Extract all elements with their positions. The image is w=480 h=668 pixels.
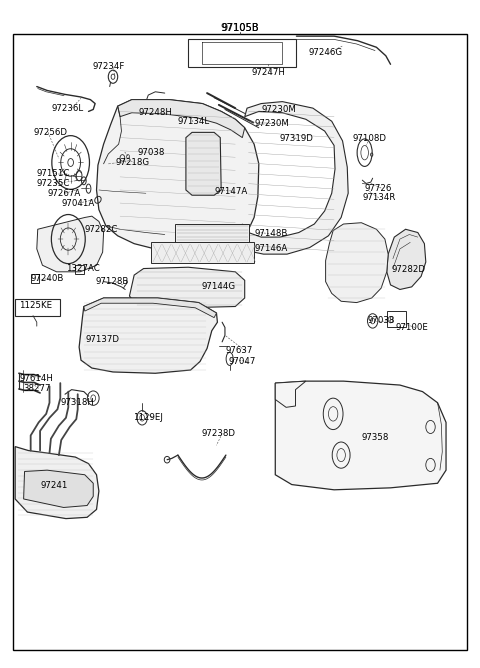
Text: 97282C: 97282C — [85, 224, 118, 234]
Text: 97146A: 97146A — [254, 244, 288, 253]
Text: 97151C: 97151C — [36, 169, 70, 178]
Text: 97267A: 97267A — [47, 189, 80, 198]
Bar — [31, 275, 39, 283]
Text: 97246G: 97246G — [308, 48, 342, 57]
Polygon shape — [275, 381, 446, 490]
Text: 97100E: 97100E — [395, 323, 428, 332]
Polygon shape — [275, 381, 306, 407]
Text: 97247H: 97247H — [252, 67, 286, 77]
Text: 1327AC: 1327AC — [66, 264, 100, 273]
Polygon shape — [15, 447, 99, 518]
Text: 97134L: 97134L — [178, 118, 210, 126]
Text: 97038: 97038 — [367, 317, 395, 325]
Text: 97137D: 97137D — [86, 335, 120, 344]
Text: 97234F: 97234F — [92, 62, 124, 71]
Text: 97148B: 97148B — [254, 229, 288, 238]
Text: 97358: 97358 — [361, 433, 389, 442]
Polygon shape — [130, 267, 245, 308]
Text: 97105B: 97105B — [221, 23, 259, 33]
Text: 97238D: 97238D — [202, 429, 235, 438]
Text: 97240B: 97240B — [31, 274, 64, 283]
Polygon shape — [37, 216, 104, 272]
Text: 97230M: 97230M — [254, 119, 289, 128]
Polygon shape — [24, 470, 93, 508]
Text: 97047: 97047 — [228, 357, 256, 366]
Bar — [15, 299, 60, 316]
Text: 97147A: 97147A — [214, 187, 247, 196]
Text: 97241: 97241 — [40, 482, 68, 490]
Text: 97108D: 97108D — [353, 134, 387, 144]
Text: 97041A: 97041A — [61, 198, 95, 208]
Text: 97637: 97637 — [226, 346, 253, 355]
Text: 1125KE: 1125KE — [19, 301, 52, 311]
Text: 97105B: 97105B — [221, 23, 259, 33]
Text: 97318H: 97318H — [60, 398, 94, 407]
Text: 97230M: 97230M — [261, 105, 296, 114]
Polygon shape — [84, 298, 216, 317]
Text: 97218G: 97218G — [115, 158, 149, 167]
Polygon shape — [151, 242, 254, 263]
Text: 97134R: 97134R — [362, 193, 396, 202]
Text: 97319D: 97319D — [279, 134, 313, 144]
Text: 1129EJ: 1129EJ — [133, 413, 163, 422]
Text: 38277: 38277 — [24, 384, 51, 393]
Polygon shape — [325, 222, 388, 303]
Text: 97235C: 97235C — [36, 179, 70, 188]
Bar — [75, 265, 84, 274]
Polygon shape — [387, 229, 426, 289]
Text: 97282D: 97282D — [392, 265, 425, 275]
Text: 97248H: 97248H — [139, 108, 173, 117]
Polygon shape — [79, 298, 217, 373]
Text: 97726: 97726 — [365, 184, 392, 192]
Text: 97256D: 97256D — [33, 128, 67, 137]
Polygon shape — [96, 100, 259, 252]
Text: 97236L: 97236L — [52, 104, 84, 113]
Polygon shape — [238, 102, 348, 254]
Text: 97038: 97038 — [138, 148, 165, 156]
Polygon shape — [118, 100, 245, 138]
Polygon shape — [186, 132, 221, 195]
Text: 97128B: 97128B — [95, 277, 129, 286]
Text: 97614H: 97614H — [20, 374, 54, 383]
Bar — [387, 311, 406, 327]
Polygon shape — [175, 224, 250, 242]
Text: 97144G: 97144G — [202, 282, 236, 291]
